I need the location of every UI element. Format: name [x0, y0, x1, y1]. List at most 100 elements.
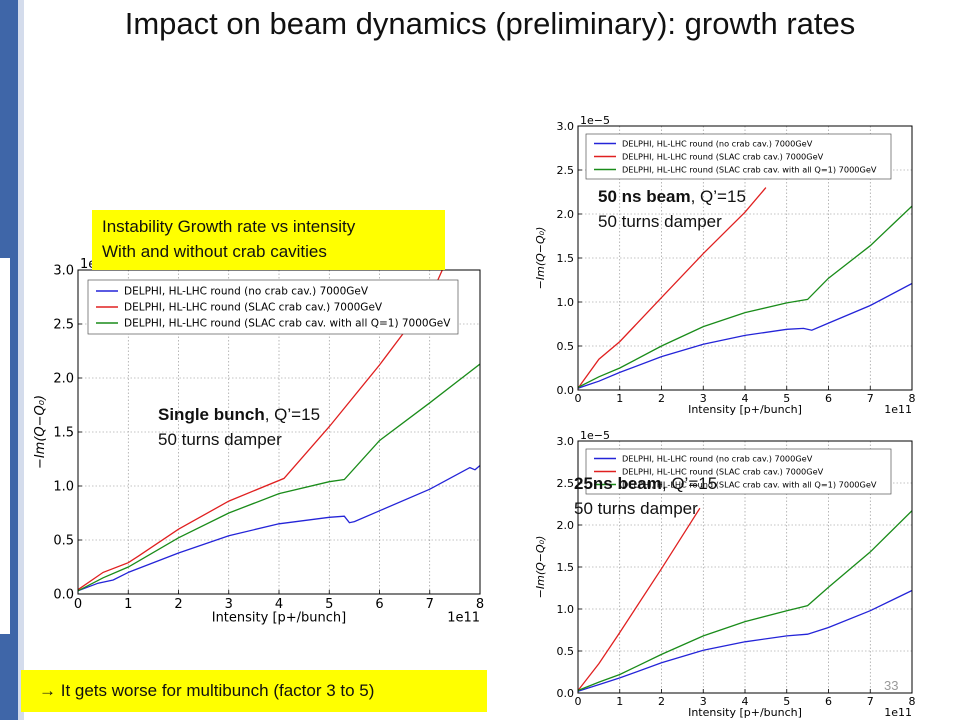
x-axis-label: Intensity [p+/bunch]	[212, 610, 347, 625]
y-tick-label: 2.0	[53, 372, 74, 387]
legend-entry-0: DELPHI, HL-LHC round (no crab cav.) 7000…	[622, 453, 813, 463]
y-tick-label: 1.0	[557, 296, 575, 309]
y-tick-label: 3.0	[53, 264, 74, 279]
legend-box	[585, 448, 892, 495]
y-tick-label: 2.0	[557, 519, 575, 532]
series-line-1	[578, 507, 701, 691]
x-axis-label: Intensity [p+/bunch]	[688, 403, 802, 416]
x-tick-label: 4	[275, 597, 283, 612]
y-tick-label: 0.0	[557, 687, 575, 700]
legend-entry-1: DELPHI, HL-LHC round (SLAC crab cav.) 70…	[622, 466, 824, 476]
series-line-0	[78, 465, 480, 592]
x-tick-label: 5	[783, 695, 790, 708]
x-tick-label: 7	[867, 695, 874, 708]
x-tick-label: 7	[867, 392, 874, 405]
50ns-beam-label-rest: , Q’=15	[690, 187, 746, 206]
side-accent-gap	[0, 258, 10, 634]
legend-entry-1: DELPHI, HL-LHC round (SLAC crab cav.) 70…	[124, 302, 383, 314]
y-tick-label: 2.5	[53, 318, 74, 333]
x-tick-label: 6	[825, 695, 832, 708]
legend-entry-0: DELPHI, HL-LHC round (no crab cav.) 7000…	[622, 138, 813, 148]
series-line-0	[578, 589, 912, 692]
x-tick-label: 8	[909, 392, 916, 405]
chart-25ns-beam: 0 1 2 3 4 5 6 7 8 0.0 0.5 1.0 1.5 2.0 2.5 3.0 DELPHI, HL…	[534, 429, 916, 719]
y-tick-label: 1.5	[557, 252, 575, 265]
y-multiplier: 1e−5	[580, 114, 610, 127]
legend: DELPHI, HL-LHC round (no crab cav.) 7000…	[585, 133, 892, 180]
y-multiplier: 1e−5	[580, 429, 610, 442]
y-tick-label: 3.0	[557, 120, 575, 133]
legend-box	[585, 133, 892, 180]
y-tick-label: 3.0	[557, 435, 575, 448]
x-tick-label: 3	[700, 695, 707, 708]
y-tick-label: 2.5	[557, 164, 575, 177]
y-tick-label: 0.5	[557, 645, 575, 658]
intensity-note-line1: Instability Growth rate vs intensity	[102, 217, 356, 236]
x-tick-label: 1	[616, 392, 623, 405]
25ns-beam-label-line2: 50 turns damper	[574, 499, 698, 518]
series-line-2	[578, 510, 912, 692]
plot-frame	[77, 269, 481, 595]
x-axis-label: Intensity [p+/bunch]	[688, 706, 802, 719]
intensity-note-line2: With and without crab cavities	[102, 242, 327, 261]
plot-frame	[577, 440, 913, 694]
y-tick-label: 2.0	[557, 208, 575, 221]
series-line-0	[578, 282, 912, 389]
25ns-beam-label-bold: 25ns beam	[574, 474, 662, 493]
x-tick-label: 8	[909, 695, 916, 708]
x-tick-label: 6	[375, 597, 383, 612]
x-tick-label: 2	[174, 597, 182, 612]
x-multiplier: 1e11	[447, 610, 480, 625]
y-axis-label: −Im(Q−Q₀)	[33, 395, 48, 469]
chart-single-bunch: 0 1 2 3 4 5 6 7 8 0.0 0.5 1.0 1.5 2.0 2.5 3.0 DELPHI, HL…	[33, 258, 484, 625]
y-tick-label: 0.0	[53, 588, 74, 603]
y-tick-label: 0.5	[557, 340, 575, 353]
y-axis-label: −Im(Q−Q₀)	[534, 536, 547, 599]
legend: DELPHI, HL-LHC round (no crab cav.) 7000…	[585, 448, 892, 495]
legend-entry-1: DELPHI, HL-LHC round (SLAC crab cav.) 70…	[622, 151, 824, 161]
y-tick-label: 0.5	[53, 534, 74, 549]
x-tick-label: 3	[225, 597, 233, 612]
page-number: 33	[884, 678, 899, 693]
series-line-1	[578, 187, 767, 389]
x-tick-label: 7	[426, 597, 434, 612]
legend-entry-2: DELPHI, HL-LHC round (SLAC crab cav. wit…	[622, 164, 877, 174]
x-tick-label: 4	[742, 695, 749, 708]
25ns-beam-label-rest: , Q’=15	[661, 474, 718, 493]
legend-entry-2: DELPHI, HL-LHC round (SLAC crab cav. wit…	[622, 479, 877, 489]
intensity-note: Instability Growth rate vs intensity Wit…	[92, 210, 445, 270]
legend-box	[87, 279, 459, 335]
x-tick-label: 6	[825, 392, 832, 405]
single-bunch-label-rest: , Q’=15	[264, 405, 321, 424]
x-tick-label: 4	[742, 392, 749, 405]
x-tick-label: 0	[575, 695, 582, 708]
50ns-beam-label: 50 ns beam, Q’=15 50 turns damper	[598, 184, 746, 234]
x-tick-label: 2	[658, 695, 665, 708]
chart-50ns-beam: 0 1 2 3 4 5 6 7 8 0.0 0.5 1.0 1.5 2.0 2.5 3.0 DELPHI, HL…	[534, 114, 916, 416]
single-bunch-label-bold: Single bunch	[158, 405, 265, 424]
50ns-beam-label-line2: 50 turns damper	[598, 212, 722, 231]
x-tick-label: 2	[658, 392, 665, 405]
25ns-beam-label: 25ns beam, Q’=15 50 turns damper	[574, 471, 717, 521]
x-tick-label: 0	[575, 392, 582, 405]
multibunch-note: → It gets worse for multibunch (factor 3…	[21, 670, 487, 712]
y-tick-label: 1.5	[557, 561, 575, 574]
side-accent-bar-light	[18, 0, 24, 720]
x-tick-label: 0	[74, 597, 82, 612]
series-line-2	[78, 363, 480, 592]
y-axis-label: −Im(Q−Q₀)	[534, 227, 547, 290]
x-multiplier: 1e11	[884, 403, 912, 416]
x-multiplier: 1e11	[884, 706, 912, 719]
series-line-2	[578, 205, 912, 388]
series-line-1	[78, 270, 443, 591]
x-tick-label: 5	[325, 597, 333, 612]
single-bunch-label-line2: 50 turns damper	[158, 430, 282, 449]
x-tick-label: 1	[616, 695, 623, 708]
50ns-beam-label-bold: 50 ns beam	[598, 187, 691, 206]
y-tick-label: 2.5	[557, 477, 575, 490]
x-tick-label: 8	[476, 597, 484, 612]
y-tick-label: 1.5	[53, 426, 74, 441]
legend: DELPHI, HL-LHC round (no crab cav.) 7000…	[87, 279, 459, 335]
slide-title: Impact on beam dynamics (preliminary): g…	[124, 6, 856, 41]
plot-frame	[577, 125, 913, 391]
